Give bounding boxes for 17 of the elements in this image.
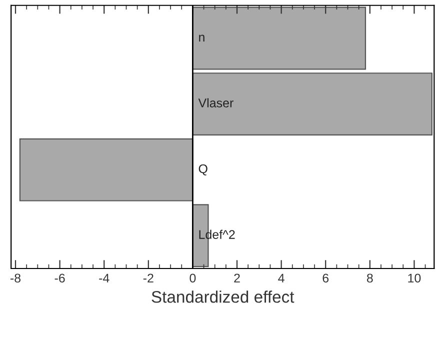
bar — [19, 138, 194, 202]
x-tick-label: 4 — [278, 274, 284, 282]
x-tick-label: 2 — [234, 274, 240, 282]
x-tick-label: -2 — [143, 274, 154, 282]
x-tick-label: -8 — [10, 274, 21, 283]
bar — [192, 72, 432, 136]
x-tick-label: 8 — [366, 274, 373, 283]
x-tick-label: 0 — [190, 274, 196, 283]
x-tick-label: 10 — [408, 274, 421, 283]
x-tick-label: -6 — [54, 274, 65, 283]
y-tick-label: Q — [198, 164, 208, 176]
x-tick-label: 6 — [322, 274, 329, 283]
bar — [192, 6, 366, 70]
y-tick-label: n — [199, 34, 204, 42]
x-tick-label: -4 — [99, 274, 110, 282]
x-axis-title: Standardized effect — [152, 290, 294, 303]
y-tick-label: Vlaser — [198, 98, 234, 108]
